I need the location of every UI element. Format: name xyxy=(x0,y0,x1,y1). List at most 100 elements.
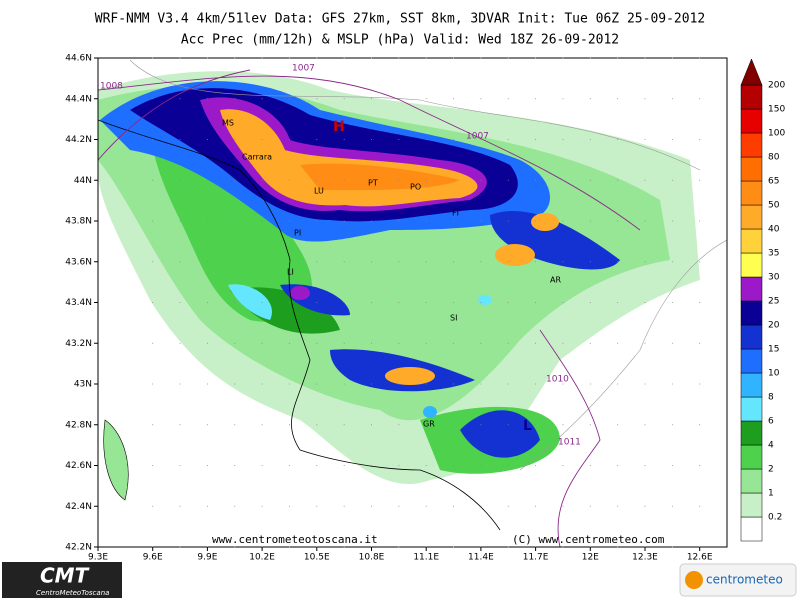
colorbar-label: 2 xyxy=(768,465,774,475)
colorbar-segment xyxy=(740,516,763,542)
grid-dot xyxy=(425,505,427,507)
axis-ticks: 44.6N 44.4N 44.2N 44N 43.8N 43.6N 43.4N 43.2N 43… xyxy=(65,54,713,563)
credit: (C) www.centrometeo.com xyxy=(512,533,665,546)
grid-dot xyxy=(644,383,646,385)
grid-dot xyxy=(535,139,537,140)
grid-dot xyxy=(288,383,290,385)
grid-dot xyxy=(371,57,372,59)
grid-dot xyxy=(288,505,290,507)
grid-dot xyxy=(398,98,400,100)
grid-dot xyxy=(206,179,208,181)
grid-dot xyxy=(480,261,482,263)
grid-dot xyxy=(699,98,701,100)
grid-dot xyxy=(617,342,619,344)
grid-dot xyxy=(288,424,290,426)
grid-dot xyxy=(644,465,646,466)
grid-dot xyxy=(671,179,673,181)
colorbar-label: 65 xyxy=(768,177,779,187)
lon-tick-label: 12.6E xyxy=(687,553,713,563)
grid-dot xyxy=(699,302,701,303)
city-label: LI xyxy=(287,268,294,277)
colorbar-segment xyxy=(740,300,763,326)
grid-dot xyxy=(617,220,619,222)
grid-dot xyxy=(562,179,564,181)
grid-dot xyxy=(371,424,372,426)
colorbar-segment xyxy=(740,348,763,374)
colorbar-label: 1 xyxy=(768,489,774,499)
grid-dot xyxy=(398,57,400,59)
grid-dot xyxy=(343,179,345,181)
grid-dot xyxy=(398,424,400,426)
grid-dot xyxy=(234,342,236,344)
grid-dot xyxy=(562,424,564,426)
grid-dot xyxy=(152,179,154,181)
grid-dot xyxy=(644,179,646,181)
grid-dot xyxy=(398,546,400,548)
city-label: SI xyxy=(450,314,457,323)
colorbar-label: 6 xyxy=(768,417,774,427)
grid-dot xyxy=(234,98,236,100)
grid-dot xyxy=(699,179,701,181)
grid-dot xyxy=(589,179,591,181)
lat-tick-label: 43.6N xyxy=(65,257,92,267)
grid-dot xyxy=(644,342,646,344)
grid-dot xyxy=(644,302,646,303)
grid-dot xyxy=(589,302,591,303)
grid-dot xyxy=(617,261,619,263)
grid-dot xyxy=(288,342,290,344)
grid-dot xyxy=(152,465,154,466)
grid-dot xyxy=(206,139,208,140)
grid-dot xyxy=(152,220,154,222)
grid-dot xyxy=(343,546,345,548)
grid-dot xyxy=(179,302,181,303)
grid-dot xyxy=(179,57,181,59)
grid-dot xyxy=(562,465,564,466)
lon-tick-label: 10.2E xyxy=(249,553,275,563)
grid-dot xyxy=(288,546,290,548)
grid-dot xyxy=(261,139,263,140)
grid-dot xyxy=(206,383,208,385)
grid-dot xyxy=(671,383,673,385)
grid-dot xyxy=(343,57,345,59)
grid-dot xyxy=(507,424,509,426)
lat-tick-label: 43.2N xyxy=(65,339,92,349)
grid-dot xyxy=(261,505,263,507)
grid-dot xyxy=(453,505,455,507)
grid-dot xyxy=(206,220,208,222)
grid-dot xyxy=(288,179,290,181)
grid-dot xyxy=(507,98,509,100)
grid-dot xyxy=(234,505,236,507)
grid-dot xyxy=(179,139,181,140)
grid-dot xyxy=(261,465,263,466)
grid-dot xyxy=(617,505,619,507)
isobar-label: 1007 xyxy=(466,132,489,142)
grid-dot xyxy=(671,546,673,548)
grid-dot xyxy=(562,383,564,385)
colorbar-label: 8 xyxy=(768,393,774,403)
grid-dot xyxy=(507,342,509,344)
grid-dot xyxy=(261,261,263,263)
grid-dot xyxy=(480,383,482,385)
colorbar-segment xyxy=(740,108,763,134)
colorbar-label: 200 xyxy=(768,81,785,91)
grid-dot xyxy=(179,261,181,263)
lat-tick-label: 42.6N xyxy=(65,461,92,471)
grid-dot xyxy=(535,424,537,426)
grid-dot xyxy=(507,57,509,59)
grid-dot xyxy=(480,98,482,100)
grid-dot xyxy=(425,179,427,181)
grid-dot xyxy=(425,302,427,303)
grid-dot xyxy=(699,139,701,140)
city-label: MS xyxy=(222,119,234,128)
grid-dot xyxy=(507,139,509,140)
grid-dot xyxy=(179,179,181,181)
grid-dot xyxy=(617,465,619,466)
grid-dot xyxy=(425,220,427,222)
grid-dot xyxy=(343,465,345,466)
colorbar-segment xyxy=(740,252,763,278)
city-label: PI xyxy=(294,229,301,238)
grid-dot xyxy=(288,220,290,222)
colorbar-label: 150 xyxy=(768,105,785,115)
grid-dot xyxy=(671,465,673,466)
grid-dot xyxy=(480,179,482,181)
